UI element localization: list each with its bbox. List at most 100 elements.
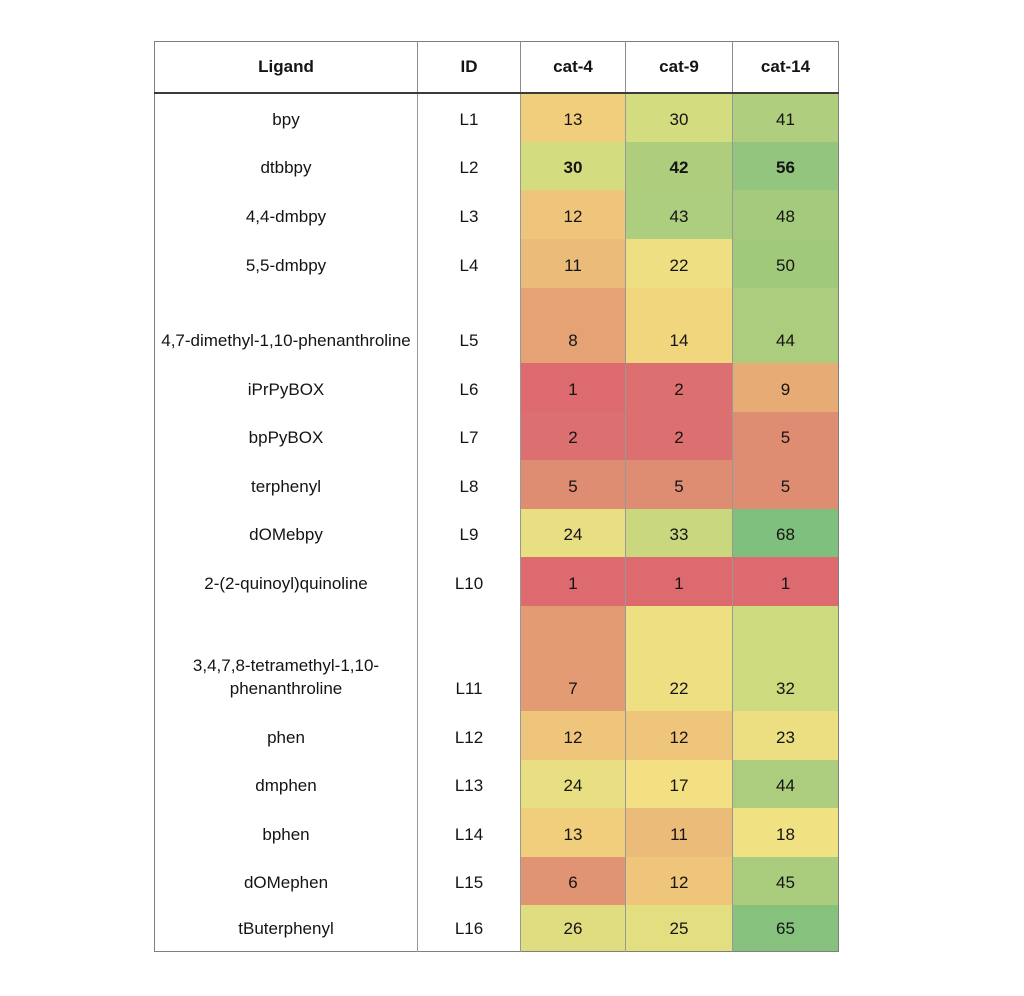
heatmap-value-cell: 41 xyxy=(732,93,839,142)
ligand-name: terphenyl xyxy=(154,460,418,509)
table-row: dOMephen L15 6 12 45 xyxy=(154,857,839,905)
heatmap-value-cell: 24 xyxy=(520,509,626,557)
ligand-id: L2 xyxy=(417,142,521,190)
column-header-cat-9: cat-9 xyxy=(625,41,733,94)
ligand-name: bpy xyxy=(154,93,418,142)
column-header-ligand: Ligand xyxy=(154,41,418,94)
ligand-id: L3 xyxy=(417,190,521,239)
ligand-name: tButerphenyl xyxy=(154,905,418,951)
ligand-id: L1 xyxy=(417,93,521,142)
heatmap-value-cell: 22 xyxy=(625,239,733,288)
ligand-name: 4,7-dimethyl-1,10-phenanthroline xyxy=(154,288,418,363)
table-row: 2-(2-quinoyl)quinoline L10 1 1 1 xyxy=(154,557,839,606)
ligand-id: L14 xyxy=(417,808,521,857)
heatmap-value-cell: 12 xyxy=(625,857,733,905)
table-row: dtbbpy L2 30 42 56 xyxy=(154,142,839,190)
ligand-id: L13 xyxy=(417,760,521,808)
heatmap-value-cell: 18 xyxy=(732,808,839,857)
heatmap-value-cell: 30 xyxy=(625,93,733,142)
heatmap-value-cell: 1 xyxy=(625,557,733,606)
heatmap-value-cell: 44 xyxy=(732,760,839,808)
table-row: iPrPyBOX L6 1 2 9 xyxy=(154,363,839,412)
ligand-id: L16 xyxy=(417,905,521,951)
table-row: bpy L1 13 30 41 xyxy=(154,93,839,142)
table-row: 4,4-dmbpy L3 12 43 48 xyxy=(154,190,839,239)
column-header-cat-4: cat-4 xyxy=(520,41,626,94)
heatmap-value-cell: 56 xyxy=(732,142,839,190)
heatmap-value-cell: 43 xyxy=(625,190,733,239)
heatmap-value-cell: 9 xyxy=(732,363,839,412)
column-header-cat-14: cat-14 xyxy=(732,41,839,94)
ligand-name: 2-(2-quinoyl)quinoline xyxy=(154,557,418,606)
heatmap-value-cell: 25 xyxy=(625,905,733,951)
heatmap-value-cell: 14 xyxy=(625,288,733,363)
table-row: dOMebpy L9 24 33 68 xyxy=(154,509,839,557)
heatmap-value-cell: 26 xyxy=(520,905,626,951)
heatmap-value-cell: 50 xyxy=(732,239,839,288)
ligand-id: L5 xyxy=(417,288,521,363)
ligand-id: L12 xyxy=(417,711,521,760)
heatmap-value-cell: 13 xyxy=(520,808,626,857)
table-row: 3,4,7,8-tetramethyl-1,10-phenanthroline L… xyxy=(154,606,839,711)
table-row: bphen L14 13 11 18 xyxy=(154,808,839,857)
ligand-id: L10 xyxy=(417,557,521,606)
header-row: Ligand ID cat-4 cat-9 cat-14 xyxy=(154,41,839,94)
table-row: 5,5-dmbpy L4 11 22 50 xyxy=(154,239,839,288)
ligand-name: dtbbpy xyxy=(154,142,418,190)
heatmap-value-cell: 42 xyxy=(625,142,733,190)
ligand-name: bphen xyxy=(154,808,418,857)
ligand-id: L7 xyxy=(417,412,521,460)
ligand-id: L6 xyxy=(417,363,521,412)
heatmap-value-cell: 22 xyxy=(625,606,733,711)
heatmap-value-cell: 33 xyxy=(625,509,733,557)
table-row: terphenyl L8 5 5 5 xyxy=(154,460,839,509)
ligand-heatmap-table: Ligand ID cat-4 cat-9 cat-14 bpy L1 13 30 41… xyxy=(154,41,839,952)
ligand-name: phen xyxy=(154,711,418,760)
ligand-id: L4 xyxy=(417,239,521,288)
ligand-name: iPrPyBOX xyxy=(154,363,418,412)
heatmap-value-cell: 2 xyxy=(625,363,733,412)
ligand-name: dOMephen xyxy=(154,857,418,905)
table-row: dmphen L13 24 17 44 xyxy=(154,760,839,808)
heatmap-value-cell: 45 xyxy=(732,857,839,905)
heatmap-value-cell: 13 xyxy=(520,93,626,142)
heatmap-value-cell: 23 xyxy=(732,711,839,760)
heatmap-value-cell: 48 xyxy=(732,190,839,239)
ligand-id: L15 xyxy=(417,857,521,905)
heatmap-value-cell: 32 xyxy=(732,606,839,711)
heatmap-value-cell: 5 xyxy=(520,460,626,509)
table-row: phen L12 12 12 23 xyxy=(154,711,839,760)
heatmap-value-cell: 24 xyxy=(520,760,626,808)
heatmap-value-cell: 68 xyxy=(732,509,839,557)
heatmap-value-cell: 2 xyxy=(520,412,626,460)
heatmap-value-cell: 1 xyxy=(732,557,839,606)
heatmap-value-cell: 11 xyxy=(625,808,733,857)
heatmap-value-cell: 11 xyxy=(520,239,626,288)
ligand-name: 4,4-dmbpy xyxy=(154,190,418,239)
heatmap-value-cell: 65 xyxy=(732,905,839,951)
ligand-name: dOMebpy xyxy=(154,509,418,557)
heatmap-value-cell: 12 xyxy=(520,711,626,760)
heatmap-value-cell: 6 xyxy=(520,857,626,905)
heatmap-value-cell: 7 xyxy=(520,606,626,711)
heatmap-value-cell: 2 xyxy=(625,412,733,460)
table-row: bpPyBOX L7 2 2 5 xyxy=(154,412,839,460)
heatmap-value-cell: 8 xyxy=(520,288,626,363)
column-header-id: ID xyxy=(417,41,521,94)
heatmap-value-cell: 1 xyxy=(520,363,626,412)
table-header: Ligand ID cat-4 cat-9 cat-14 xyxy=(154,41,839,94)
heatmap-value-cell: 17 xyxy=(625,760,733,808)
ligand-id: L8 xyxy=(417,460,521,509)
ligand-id: L11 xyxy=(417,606,521,711)
heatmap-value-cell: 30 xyxy=(520,142,626,190)
heatmap-value-cell: 12 xyxy=(625,711,733,760)
ligand-name: 5,5-dmbpy xyxy=(154,239,418,288)
heatmap-value-cell: 5 xyxy=(625,460,733,509)
table-row: 4,7-dimethyl-1,10-phenanthroline L5 8 14 44 xyxy=(154,288,839,363)
ligand-id: L9 xyxy=(417,509,521,557)
ligand-name: dmphen xyxy=(154,760,418,808)
heatmap-value-cell: 5 xyxy=(732,412,839,460)
table-row: tButerphenyl L16 26 25 65 xyxy=(154,905,839,951)
ligand-name: bpPyBOX xyxy=(154,412,418,460)
